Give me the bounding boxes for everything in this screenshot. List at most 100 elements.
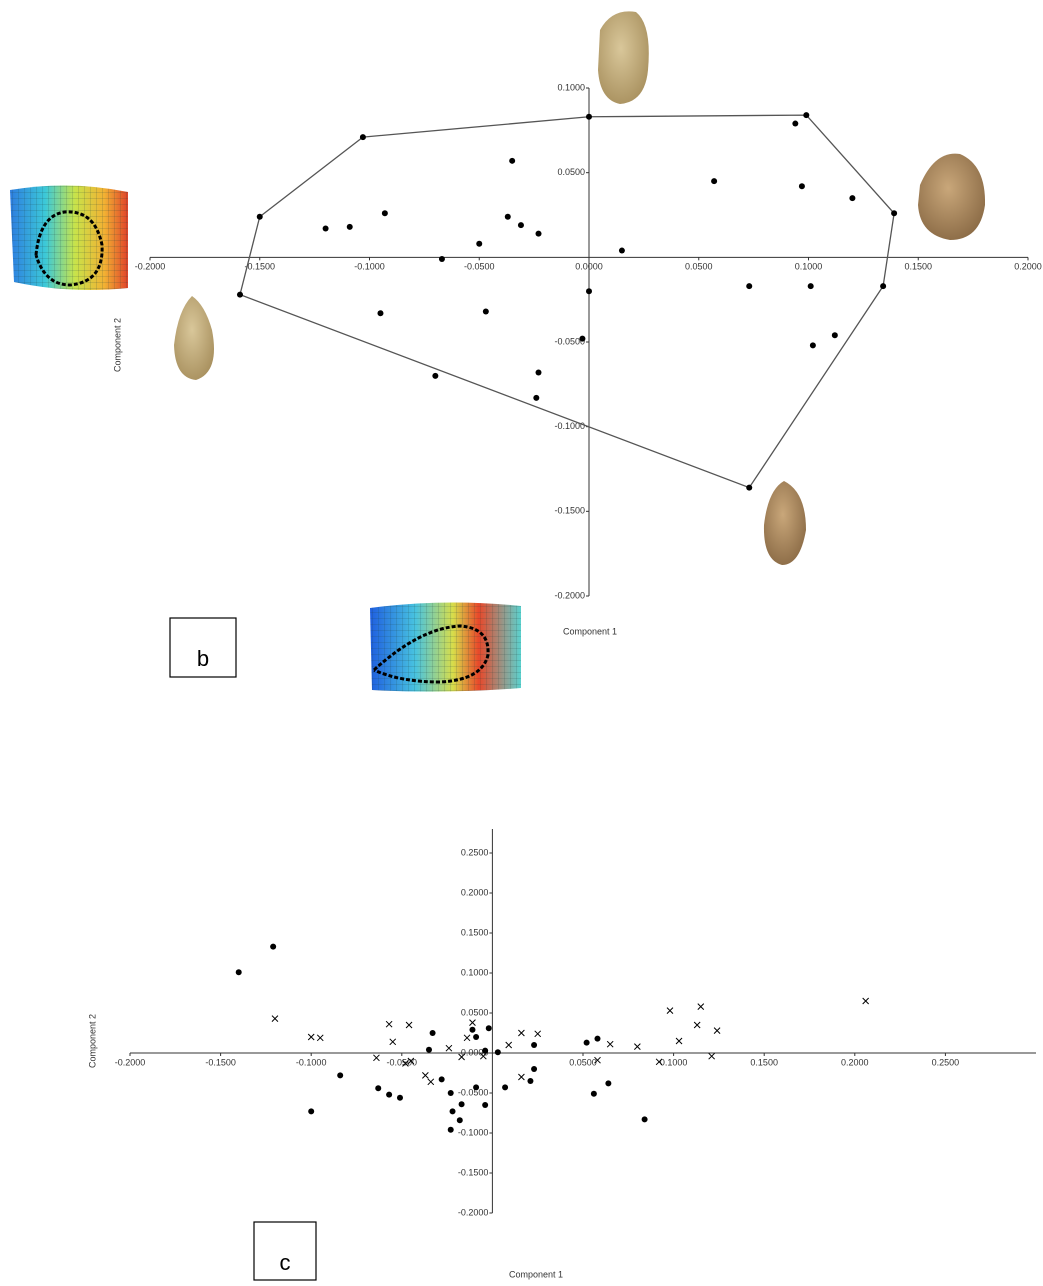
point	[476, 240, 483, 247]
y-tick-label: -0.2000	[458, 1207, 489, 1217]
x-tick-label: 0.2000	[1014, 262, 1042, 272]
point	[594, 1056, 601, 1064]
point	[271, 1015, 279, 1022]
point	[517, 222, 524, 229]
point	[655, 1058, 663, 1066]
y-tick-label: -0.2000	[554, 590, 585, 600]
point	[618, 247, 625, 254]
point	[533, 394, 540, 401]
x-tick-label: 0.1000	[795, 262, 823, 272]
point	[427, 1078, 435, 1086]
x-tick-label: -0.1500	[205, 1057, 236, 1067]
point	[849, 195, 856, 202]
point	[377, 310, 384, 317]
x-tick-label: 0.0500	[685, 262, 713, 272]
point	[641, 1116, 648, 1123]
deformation-grid	[10, 185, 128, 290]
point	[256, 213, 263, 220]
point	[482, 1102, 489, 1108]
point	[666, 1007, 674, 1014]
point	[518, 1029, 525, 1037]
point	[346, 223, 353, 230]
panel-label: c	[280, 1250, 291, 1275]
y-tick-label: 0.1500	[461, 927, 489, 937]
y-tick-label: 0.0000	[461, 1047, 489, 1057]
point	[236, 291, 243, 298]
x-tick-label: 0.2000	[841, 1057, 869, 1067]
point	[803, 112, 810, 119]
point	[505, 1041, 513, 1049]
point	[447, 1126, 454, 1133]
point	[880, 283, 887, 290]
point	[693, 1021, 701, 1029]
point	[449, 1108, 456, 1115]
y-tick-label: -0.1500	[458, 1167, 489, 1177]
y-tick-label: -0.0500	[554, 336, 585, 346]
point	[482, 308, 489, 315]
y-tick-label: 0.1000	[461, 967, 489, 977]
x-tick-label: -0.2000	[115, 1057, 146, 1067]
point	[594, 1035, 601, 1042]
point	[473, 1034, 480, 1040]
y-tick-label: -0.1500	[554, 506, 585, 516]
point	[535, 369, 542, 376]
x-tick-label: -0.0500	[387, 1057, 418, 1067]
point	[494, 1049, 501, 1056]
point	[606, 1040, 614, 1048]
deformation-grid	[370, 602, 521, 692]
point	[359, 134, 366, 141]
point	[463, 1034, 471, 1042]
point	[534, 1030, 542, 1038]
x-tick-label: 0.1500	[904, 262, 932, 272]
y-axis-label: Component 2	[87, 1014, 97, 1068]
point	[381, 210, 388, 217]
point	[396, 1094, 403, 1101]
point	[605, 1080, 612, 1087]
point	[386, 1091, 393, 1098]
point	[375, 1085, 382, 1092]
point	[586, 288, 592, 295]
x-tick-label: 0.0500	[569, 1057, 597, 1067]
point	[425, 1046, 432, 1053]
y-tick-label: -0.1000	[458, 1127, 489, 1137]
point	[708, 1052, 716, 1060]
y-tick-label: 0.2500	[461, 847, 489, 857]
point	[308, 1108, 315, 1115]
point	[746, 283, 753, 290]
y-axis-label: Component 2	[112, 318, 122, 372]
point	[316, 1034, 324, 1042]
x-axis-label: Component 1	[563, 626, 617, 636]
point	[518, 1073, 525, 1081]
x-tick-label: -0.0500	[464, 262, 495, 272]
x-tick-label: 0.1500	[750, 1057, 778, 1067]
point	[579, 335, 586, 342]
point	[535, 230, 542, 237]
point	[438, 1076, 445, 1083]
point	[798, 183, 805, 190]
point	[405, 1021, 413, 1029]
point	[634, 1043, 641, 1050]
point	[583, 1039, 590, 1046]
point	[456, 1117, 463, 1124]
point	[509, 157, 516, 164]
point	[675, 1037, 683, 1045]
artifact-photo	[918, 153, 986, 240]
panel-box	[253, 1221, 317, 1281]
point	[485, 1025, 492, 1032]
panel-label: b	[197, 646, 209, 671]
point	[438, 256, 445, 263]
point	[807, 283, 814, 290]
y-tick-label: 0.1000	[557, 82, 585, 92]
point	[586, 113, 592, 120]
artifact-photo	[763, 481, 806, 565]
y-tick-label: 0.0500	[557, 167, 585, 177]
x-tick-label: -0.1000	[354, 262, 385, 272]
point	[469, 1026, 476, 1033]
x-tick-label: -0.1000	[296, 1057, 327, 1067]
point	[458, 1101, 465, 1108]
point	[697, 1003, 705, 1010]
x-tick-label: 0.2500	[932, 1057, 960, 1067]
x-tick-label: -0.1500	[244, 262, 275, 272]
